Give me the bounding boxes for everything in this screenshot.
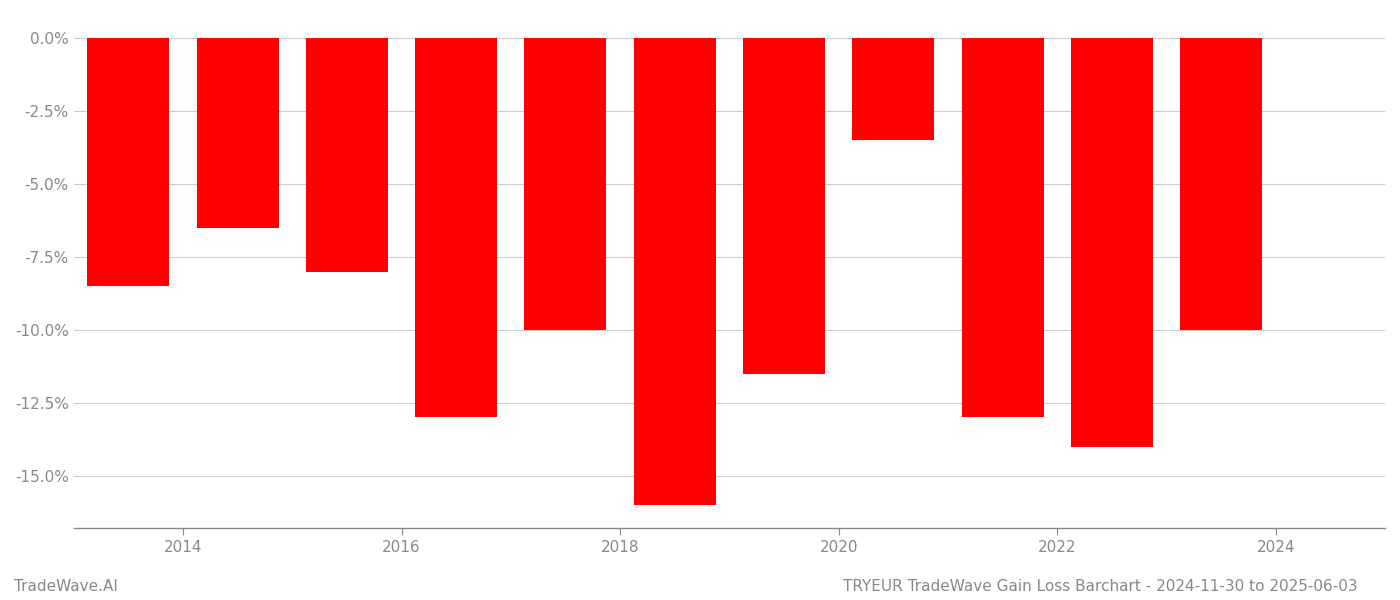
Bar (416, 38, 497, 418)
Bar (525, 38, 606, 330)
Bar (634, 38, 715, 505)
Bar (1071, 38, 1152, 446)
Bar (962, 38, 1043, 418)
Bar (307, 38, 388, 272)
Bar (196, 38, 279, 228)
Bar (743, 38, 825, 374)
Text: TRYEUR TradeWave Gain Loss Barchart - 2024-11-30 to 2025-06-03: TRYEUR TradeWave Gain Loss Barchart - 20… (843, 579, 1358, 594)
Bar (853, 38, 934, 140)
Bar (1180, 38, 1261, 330)
Text: TradeWave.AI: TradeWave.AI (14, 579, 118, 594)
Bar (87, 38, 169, 286)
